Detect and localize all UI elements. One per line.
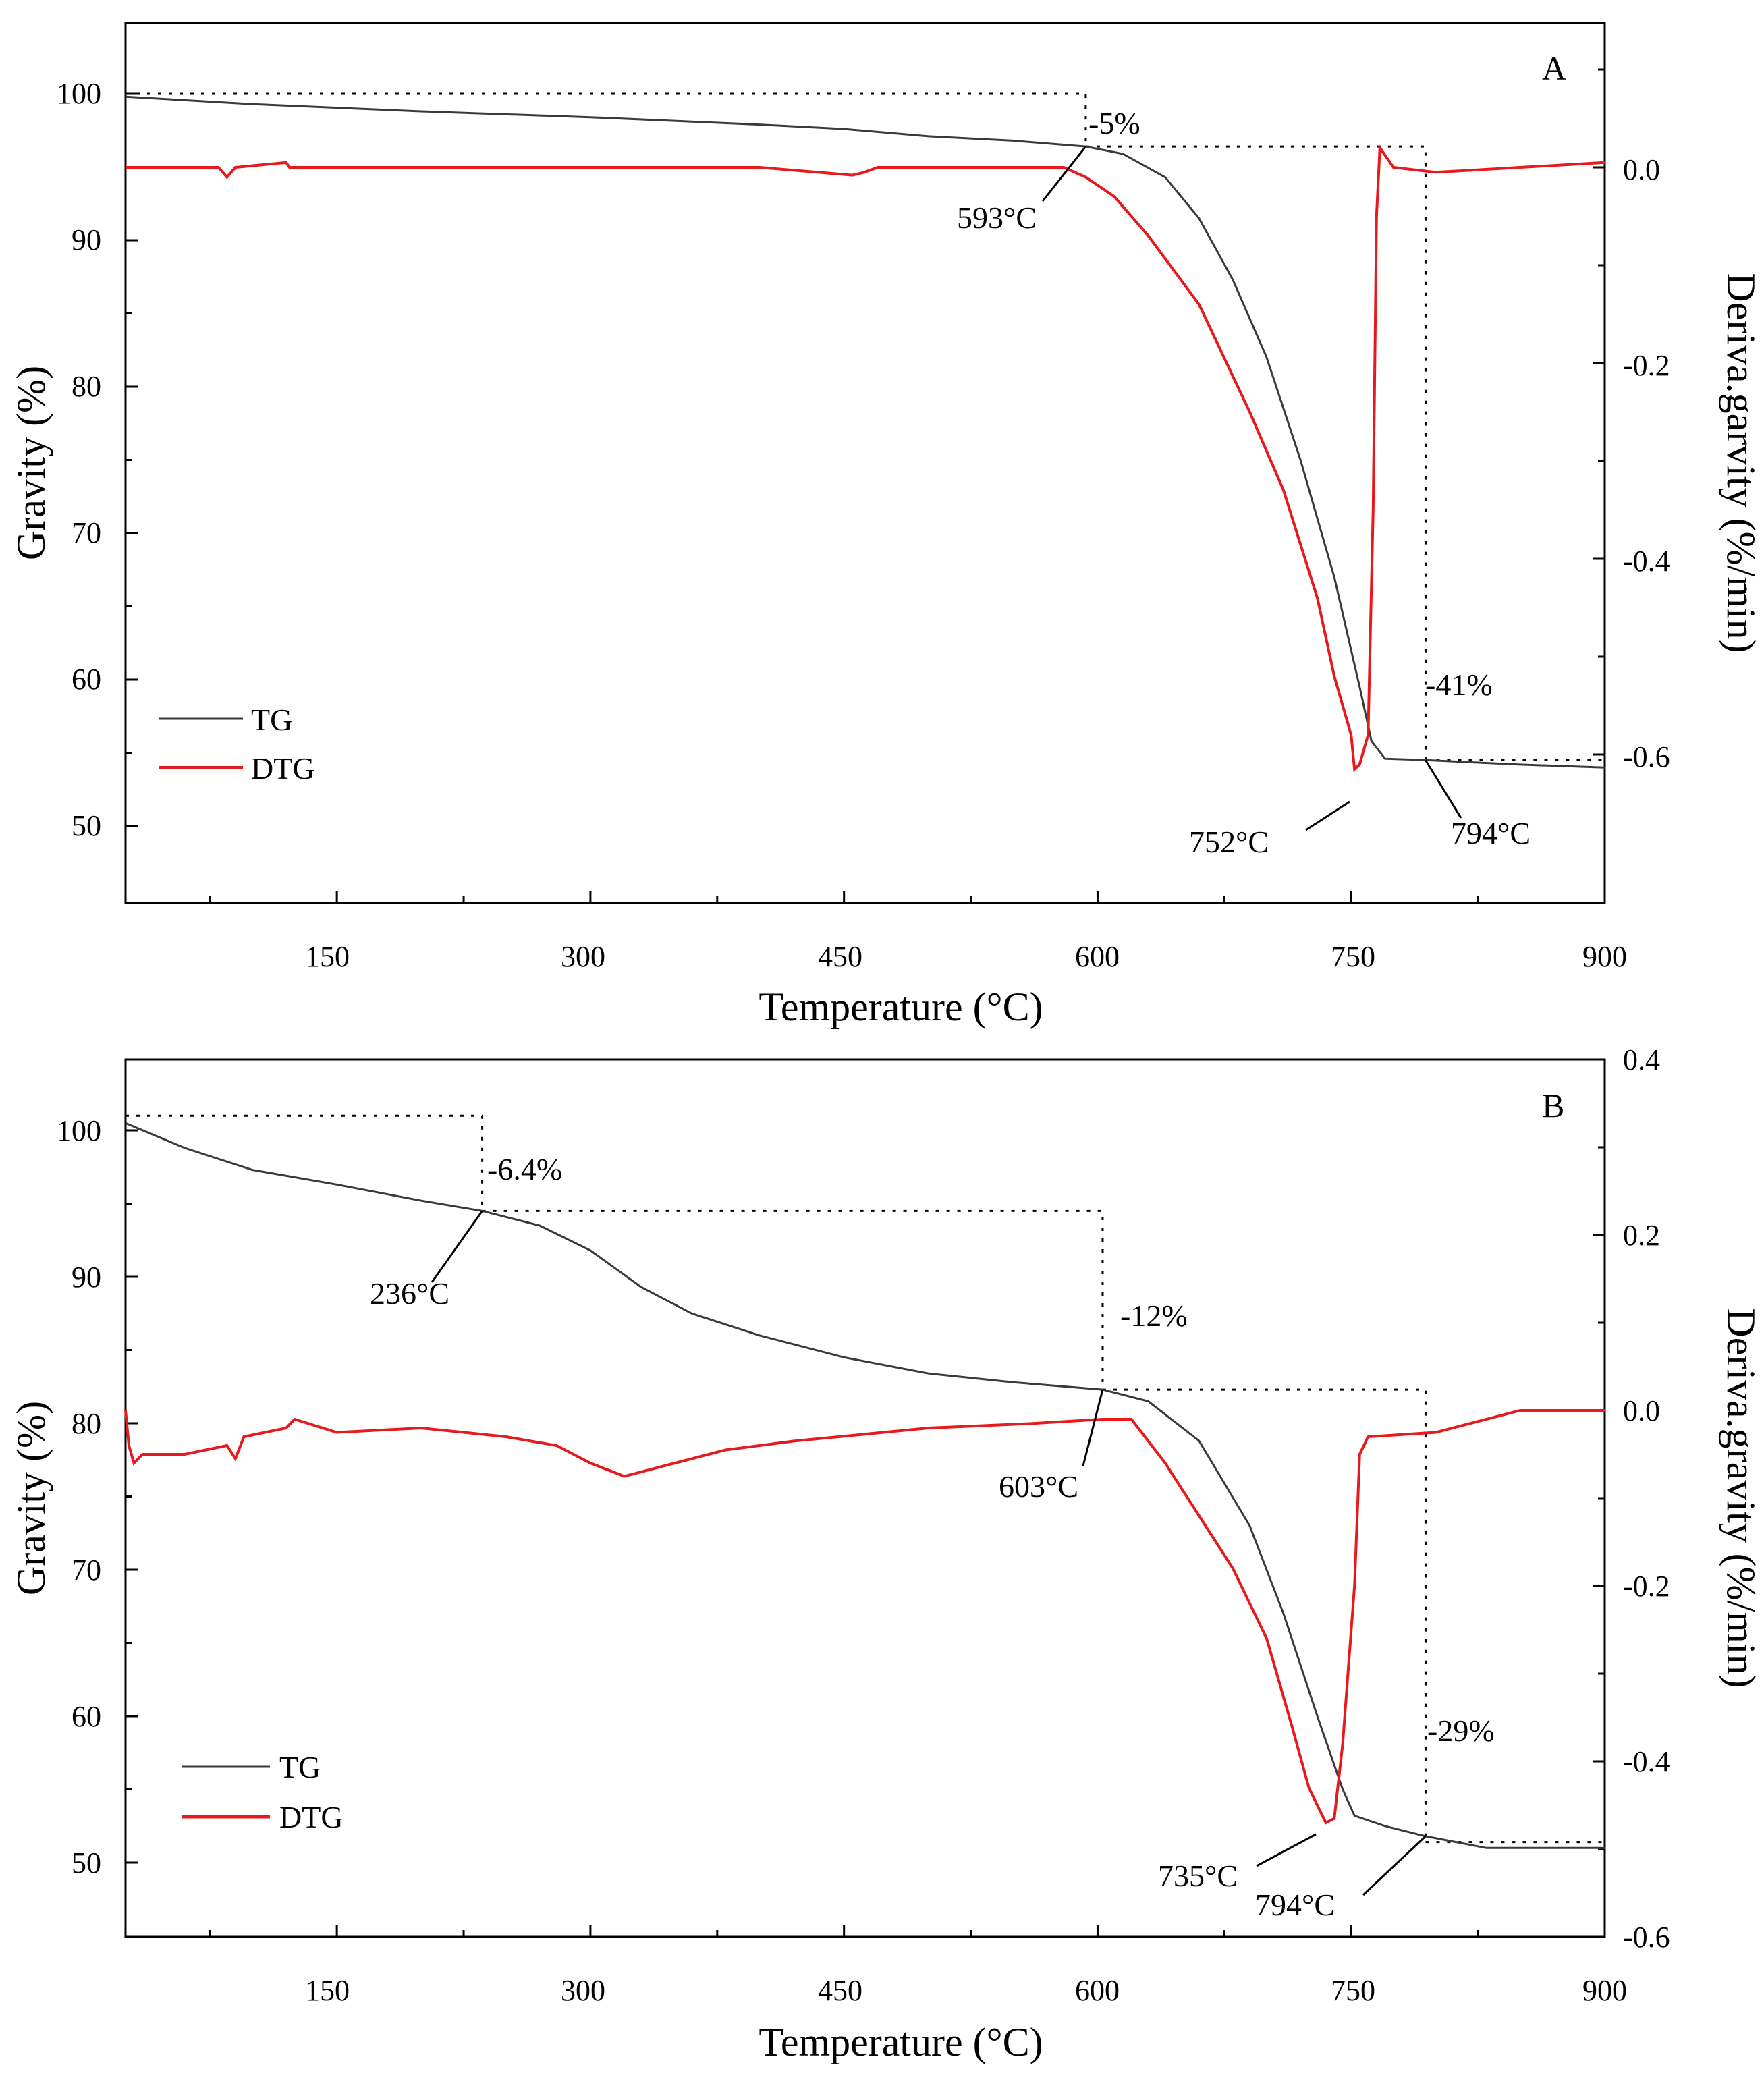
b-ytick-left-label: 90 [72, 1261, 101, 1294]
b-guide-step-3 [1102, 1388, 1427, 1836]
a-annotation: -41% [1425, 667, 1493, 702]
panel-a-frame [124, 22, 1606, 904]
a-annotation: -5% [1088, 106, 1140, 140]
a-leader-794 [1425, 759, 1462, 819]
panel-b-annotation-leaders [431, 1210, 1427, 1896]
panel-b-frame [124, 1058, 1606, 1938]
b-ytick-left-label: 80 [72, 1407, 101, 1440]
a-ytick-right-label: -0.6 [1623, 740, 1670, 773]
b-ytick-right-label: 0.2 [1623, 1219, 1660, 1252]
a-annotation: 794°C [1451, 816, 1531, 850]
b-annotation: -12% [1120, 1298, 1188, 1333]
b-ytick-right-label: -0.2 [1623, 1570, 1670, 1603]
panel-a-ticks [126, 68, 1606, 903]
panel-b-tg-line [125, 1122, 1605, 1849]
b-annotation: 236°C [370, 1276, 449, 1311]
a-leader-593 [1041, 146, 1087, 202]
b-annotation: -6.4% [487, 1152, 562, 1186]
b-ytick-right-label: -0.4 [1623, 1745, 1670, 1778]
a-ytick-right-label: 0.0 [1623, 153, 1660, 186]
b-ytick-left-label: 60 [72, 1700, 101, 1733]
panel-b: 150 300 450 600 750 900 50 60 70 80 90 1… [9, 1043, 1763, 2064]
b-annotation: 794°C [1255, 1888, 1335, 1922]
b-ytick-right-label: 0.4 [1623, 1043, 1660, 1076]
b-x-axis-title: Temperature (°C) [759, 2020, 1043, 2064]
b-ytick-left-label: 70 [72, 1554, 101, 1587]
panel-a: 150 300 450 600 750 900 50 60 70 80 90 1… [9, 22, 1763, 1029]
panel-a-annotation-leaders [1041, 146, 1462, 831]
a-xtick-label: 900 [1582, 940, 1627, 973]
a-ytick-left-label: 70 [72, 516, 101, 549]
b-leader-236 [431, 1210, 483, 1283]
a-y-axis-title-right: Deriva.garvity (%/min) [1719, 273, 1763, 653]
a-xtick-label: 600 [1075, 940, 1120, 973]
a-xtick-label: 750 [1331, 940, 1375, 973]
b-xtick-label: 450 [818, 1974, 862, 2007]
b-leader-794 [1362, 1835, 1427, 1896]
a-ytick-left-label: 50 [72, 809, 101, 842]
a-ytick-right-label: -0.4 [1623, 545, 1670, 578]
b-legend-tg-label: TG [279, 1750, 321, 1784]
a-leader-752 [1305, 800, 1350, 831]
a-xtick-label: 450 [818, 940, 862, 973]
b-ytick-right-label: 0.0 [1623, 1394, 1660, 1427]
a-annotation: 593°C [957, 200, 1037, 235]
b-ytick-left-label: 50 [72, 1846, 101, 1879]
b-xtick-label: 150 [305, 1974, 350, 2007]
b-guide-step-2 [482, 1209, 1104, 1390]
a-x-axis-title: Temperature (°C) [759, 985, 1043, 1029]
a-ytick-left-label: 90 [72, 223, 101, 256]
b-annotation: 735°C [1158, 1859, 1238, 1893]
a-legend-tg-label: TG [251, 703, 292, 737]
a-xtick-label: 300 [561, 940, 605, 973]
b-panel-letter: B [1542, 1087, 1564, 1124]
panel-b-ticks [126, 1058, 1606, 1938]
b-ytick-right-label: -0.6 [1623, 1921, 1670, 1954]
a-panel-letter: A [1542, 49, 1566, 87]
b-xtick-label: 300 [561, 1974, 605, 2007]
b-annotation: -29% [1427, 1713, 1495, 1748]
a-ytick-right-label: -0.2 [1623, 349, 1670, 382]
a-ytick-left-label: 100 [57, 77, 101, 110]
panel-a-tg-line [125, 95, 1605, 769]
b-xtick-label: 750 [1331, 1974, 1375, 2007]
b-guide-step-1 [126, 1114, 484, 1211]
panel-b-guide-lines [126, 1114, 1605, 1844]
a-guide-step-1 [126, 92, 1087, 147]
a-y-axis-title-left: Gravity (%) [9, 366, 53, 560]
b-y-axis-title-left: Gravity (%) [9, 1401, 53, 1595]
b-xtick-label: 600 [1075, 1974, 1120, 2007]
panel-a-dtg-line [126, 144, 1605, 773]
a-ytick-left-label: 60 [72, 663, 101, 696]
panel-b-dtg-line [124, 1409, 1605, 1825]
b-legend-dtg-label: DTG [279, 1800, 343, 1834]
a-annotation: 752°C [1189, 825, 1269, 859]
a-ytick-left-label: 80 [72, 370, 101, 403]
panel-a-guide-lines [126, 92, 1605, 761]
b-annotation: 603°C [999, 1469, 1078, 1504]
a-legend-dtg-label: DTG [251, 751, 315, 786]
b-leader-603 [1082, 1389, 1104, 1466]
b-xtick-label: 900 [1582, 1974, 1627, 2007]
a-xtick-label: 150 [305, 940, 350, 973]
b-ytick-left-label: 100 [57, 1114, 101, 1147]
b-leader-735 [1256, 1833, 1317, 1867]
b-y-axis-title-right: Deriva.gravity (%/min) [1719, 1308, 1763, 1688]
